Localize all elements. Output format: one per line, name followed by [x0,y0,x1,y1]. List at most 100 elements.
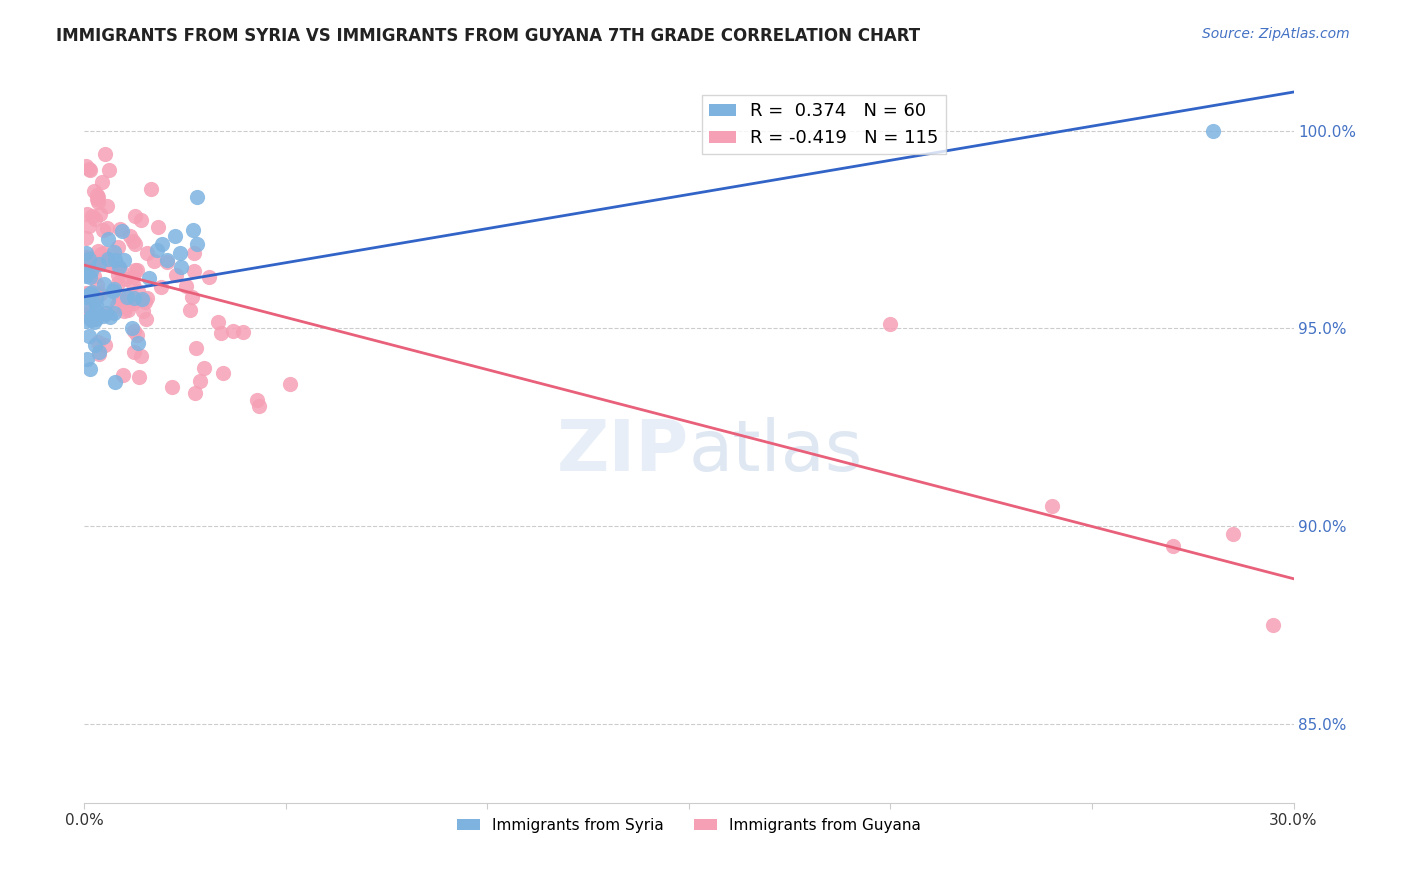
Point [174,279,197,293]
Point [75,246,97,260]
Point [132,304,155,318]
Point [77,252,100,266]
Point [170,260,193,274]
Point [127,336,149,351]
Point [124,210,146,224]
Point [186,237,208,252]
Point [184,342,207,356]
Point [80,310,103,325]
Point [93,245,115,260]
Point [82,287,104,301]
Point [77,329,100,343]
Point [127,284,149,298]
Point [96,220,118,235]
Point [105,260,128,274]
Point [75,265,97,279]
Point [87,335,110,350]
Point [80,312,103,326]
Point [128,370,150,384]
Point [121,234,143,248]
Point [76,207,98,221]
Point [86,187,108,202]
Legend: Immigrants from Syria, Immigrants from Guyana: Immigrants from Syria, Immigrants from G… [450,812,928,839]
Point [181,290,204,304]
Point [91,330,114,344]
Point [84,302,107,317]
Point [83,268,105,283]
Point [75,269,97,284]
Point [77,304,100,318]
Point [80,209,103,223]
Point [1040,500,1063,514]
Point [117,302,139,317]
Point [121,321,143,335]
Point [186,190,208,204]
Point [111,368,134,383]
Point [278,377,301,392]
Point [82,258,104,272]
Point [146,243,169,257]
Point [75,231,97,245]
Point [76,288,98,302]
Point [155,253,177,268]
Point [222,324,245,338]
Point [86,190,108,204]
Point [121,296,143,310]
Point [198,270,221,285]
Point [107,240,129,254]
Point [155,255,177,269]
Text: atlas: atlas [689,417,863,486]
Point [93,147,115,161]
Point [75,290,97,304]
Point [89,345,111,359]
Point [90,175,112,189]
Point [93,277,115,291]
Point [112,253,135,268]
Point [134,295,156,310]
Point [104,252,127,267]
Point [136,291,159,305]
Point [1161,539,1184,553]
Point [138,271,160,285]
Point [124,236,146,251]
Point [207,315,229,329]
Point [160,379,183,393]
Point [114,272,136,286]
Point [122,344,145,359]
Point [76,299,98,313]
Point [79,269,101,284]
Point [183,245,205,260]
Point [209,326,232,340]
Point [97,252,120,267]
Point [121,277,143,292]
Point [129,349,152,363]
Point [75,265,97,279]
Point [83,211,105,226]
Point [184,385,207,400]
Point [83,315,105,329]
Point [124,325,146,339]
Point [75,286,97,301]
Point [125,293,148,307]
Point [80,287,103,301]
Point [125,328,148,343]
Point [247,400,270,414]
Point [80,309,103,323]
Point [75,250,97,264]
Point [86,252,108,266]
Point [77,162,100,177]
Point [87,256,110,270]
Point [91,223,114,237]
Point [87,252,110,266]
Point [103,284,125,298]
Point [108,222,131,236]
Point [97,232,120,246]
Point [125,262,148,277]
Point [98,310,121,325]
Point [122,291,145,305]
Point [103,244,125,259]
Point [79,163,101,178]
Point [135,312,157,326]
Point [129,212,152,227]
Point [83,184,105,198]
